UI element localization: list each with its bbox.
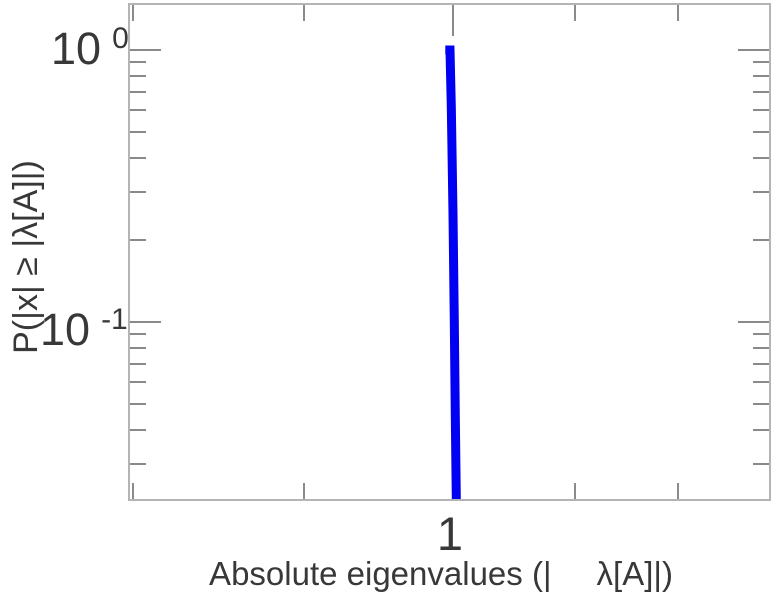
y-tick-base: 10 <box>40 304 91 355</box>
x-axis-label-text: Absolute eigenvalues (| <box>209 555 552 592</box>
y-tick-exponent: -1 <box>101 303 128 336</box>
y-tick-label-1e-1: 10 -1 <box>40 303 128 355</box>
y-tick-exponent: 0 <box>112 22 129 55</box>
y-tick-base: 10 <box>51 23 102 74</box>
y-tick-label-1e0: 10 0 <box>51 22 129 74</box>
x-axis-label: Absolute eigenvalues (| λ[A]|) <box>209 555 673 592</box>
y-axis-label: P(|x| ≥ |λ[A]|) <box>7 160 45 354</box>
x-tick-label-1: 1 <box>436 507 464 560</box>
x-axis-label-lambda: λ[A]|) <box>596 555 673 592</box>
plot-frame <box>128 3 771 501</box>
